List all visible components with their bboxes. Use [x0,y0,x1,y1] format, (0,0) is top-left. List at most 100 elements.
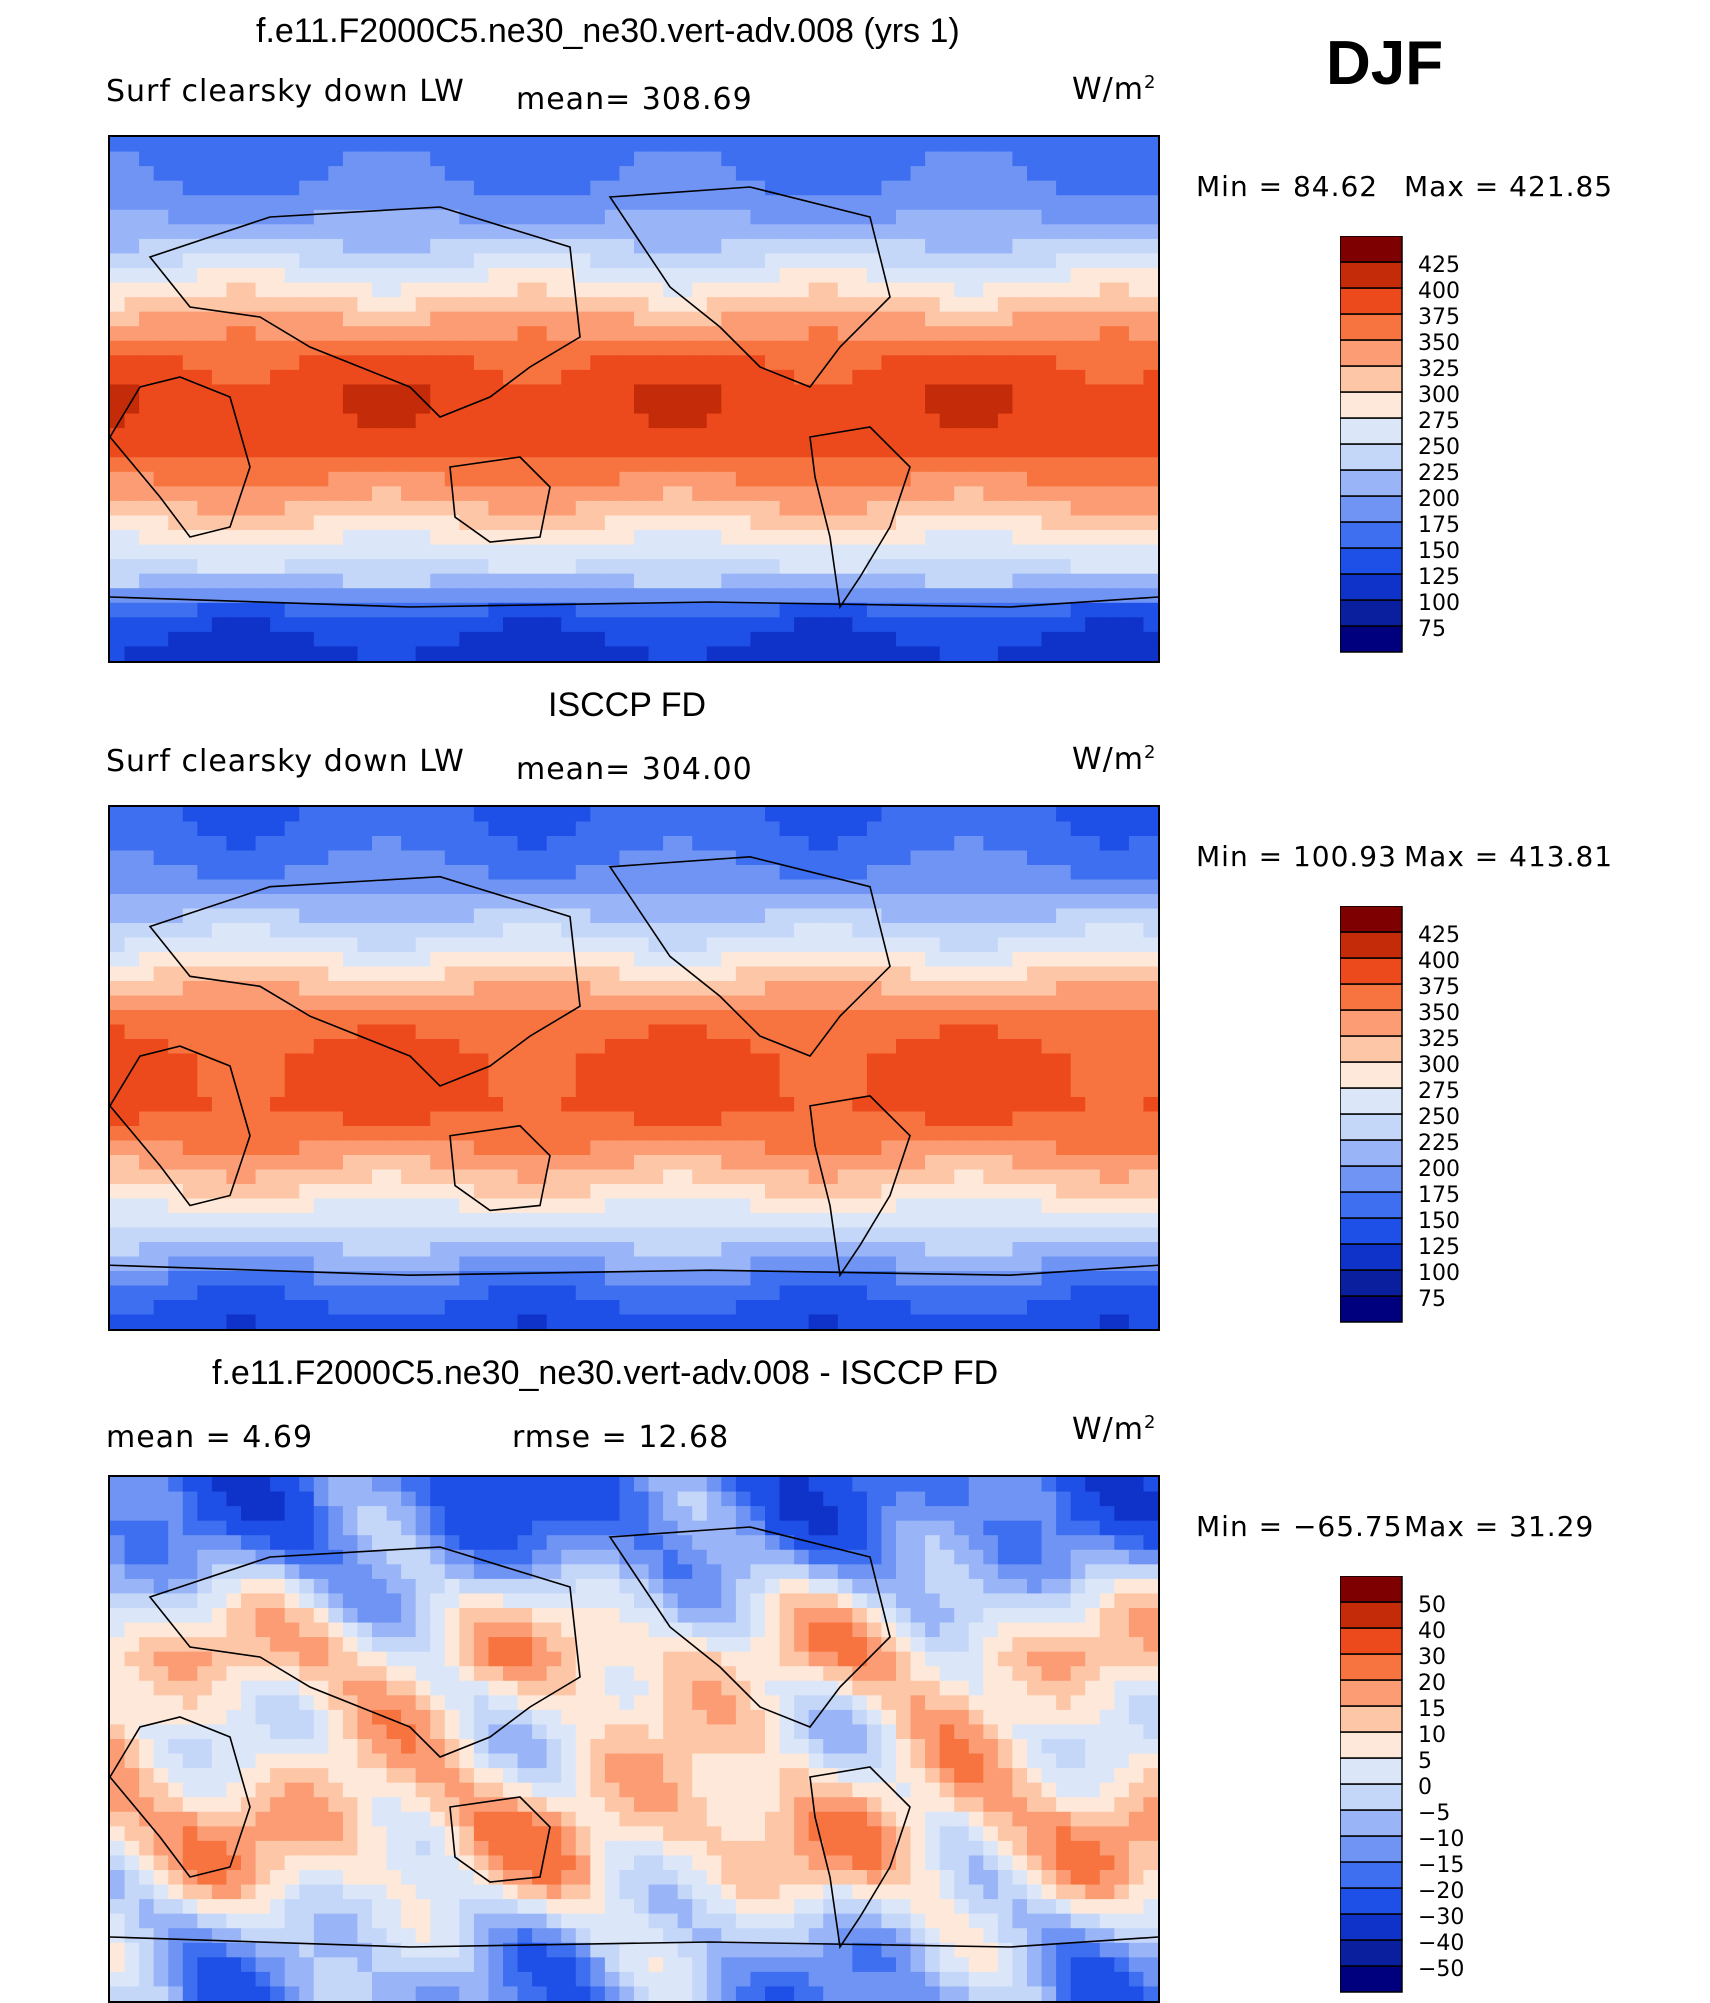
coastline [148,206,581,418]
map-cell [1070,166,1086,182]
map-cell [284,1097,300,1113]
map-cell [968,1024,984,1040]
map-cell [663,544,679,560]
map-cell [1012,442,1028,458]
map-cell [837,442,853,458]
map-cell [1041,646,1057,661]
map-cell [1128,297,1145,313]
map-cell [415,1068,431,1084]
map-cell [430,471,446,487]
map-cell [342,617,359,633]
map-cell [939,981,955,997]
map-cell [1012,559,1028,575]
map-cell [619,617,635,633]
map-cell [1099,1111,1115,1127]
map-cell [983,1213,999,1229]
map-cell [750,821,766,837]
map-cell [357,428,373,444]
map-cell [1027,617,1043,633]
map-cell [1143,966,1158,982]
map-cell [910,559,926,575]
map-cell [110,1198,126,1214]
map-cell [619,865,635,881]
map-cell [575,807,591,823]
map-cell [226,850,242,866]
map-cell [1027,268,1043,284]
map-cell [896,1227,912,1243]
map-cell [1056,428,1072,444]
map-cell [1114,340,1130,356]
map-cell [939,384,955,400]
map-cell [1070,224,1086,240]
map-cell [837,413,853,429]
map-cell [706,1140,722,1156]
map-cell [503,646,519,661]
map-cell [386,340,402,356]
map-cell [139,1184,155,1200]
map-cell [517,1082,533,1098]
map-cell [153,1256,169,1272]
map-cell [110,602,126,618]
map-cell [910,1184,926,1200]
map-cell [896,1213,912,1229]
map-cell [808,646,824,661]
map-cell [284,1198,300,1214]
map-cell [1085,442,1101,458]
map-cell [954,1242,970,1258]
map-cell [721,384,737,400]
map-cell [284,340,300,356]
map-cell [270,1213,286,1229]
map-cell [328,413,344,429]
map-cell [692,326,708,342]
map-cell [182,297,198,313]
map-cell [575,297,591,313]
map-cell [968,1227,984,1243]
map-cell [866,180,883,196]
map-cell [444,631,460,648]
map-cell [241,1213,257,1229]
map-cell [823,1053,839,1069]
map-cell [983,253,999,269]
map-cell [1012,515,1028,531]
map-cell [328,1256,344,1272]
map-cell [1099,850,1115,866]
map-cell [197,224,213,240]
map-cell [1085,1184,1101,1200]
map-cell [925,297,941,313]
map-cell [532,908,548,924]
map-cell [284,500,300,517]
map-cell [1143,865,1158,881]
map-cell [808,1053,824,1069]
map-cell [765,1169,781,1185]
map-cell [444,297,460,313]
map-cell [575,1271,591,1287]
map-cell [721,952,737,968]
map-cell [313,1184,329,1200]
map-cell [808,923,824,939]
map-cell [619,1227,635,1243]
map-cell [241,894,257,910]
map-cell [968,297,984,313]
map-cell [182,1082,198,1098]
map-cell [604,282,621,298]
map-cell [765,807,781,823]
map-cell [750,559,766,575]
map-cell [488,894,504,910]
map-cell [634,807,650,823]
map-cell [1012,297,1028,313]
map-cell [270,311,286,327]
map-cell [1027,952,1043,968]
map-cell [852,879,868,895]
map-cell [1012,865,1028,881]
map-cell [881,457,897,473]
map-cell [153,1155,169,1171]
map-cell [750,879,766,895]
map-cell [808,268,824,284]
map-cell [430,952,446,968]
map-cell [110,952,126,968]
map-cell [1099,384,1115,400]
map-cell [983,1024,999,1040]
map-cell [677,369,693,386]
map-cell [852,151,868,167]
map-cell [1099,515,1115,531]
